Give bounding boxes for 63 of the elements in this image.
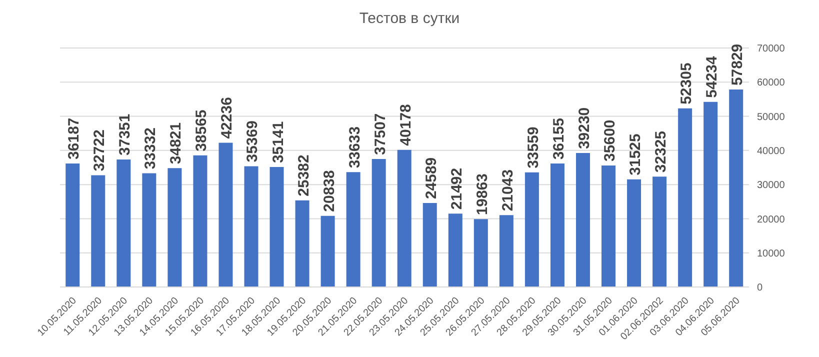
data-label: 52305 <box>678 62 696 104</box>
y-tick-label: 40000 <box>757 146 786 157</box>
data-label: 24589 <box>422 157 440 200</box>
bar <box>91 175 106 287</box>
bar <box>602 165 616 287</box>
bar <box>218 142 233 287</box>
data-label: 36187 <box>66 118 83 160</box>
y-tick-label: 0 <box>757 282 763 294</box>
data-label: 35600 <box>602 120 619 162</box>
bar <box>270 167 284 287</box>
bar <box>346 172 360 287</box>
y-tick-label: 20000 <box>757 214 786 226</box>
data-label: 34821 <box>168 122 185 164</box>
bar <box>372 158 386 287</box>
y-tick-label: 50000 <box>757 112 786 123</box>
data-label: 57829 <box>729 44 746 86</box>
bar <box>295 200 310 287</box>
bar <box>627 179 642 287</box>
bar <box>397 150 412 287</box>
y-tick-label: 30000 <box>757 180 786 192</box>
bar <box>576 153 590 287</box>
data-label: 21492 <box>448 168 466 210</box>
chart-title: Тестов в сутки <box>358 10 461 27</box>
data-label: 19863 <box>474 173 491 216</box>
data-label: 42236 <box>218 97 236 139</box>
bar <box>422 203 437 287</box>
data-label: 25382 <box>295 154 312 196</box>
y-tick-label: 70000 <box>757 44 786 55</box>
data-label: 32722 <box>91 130 108 172</box>
data-label: 35141 <box>270 121 287 164</box>
data-label: 37351 <box>116 114 134 156</box>
bar <box>193 155 208 287</box>
data-label: 39230 <box>576 107 593 150</box>
bar <box>66 163 80 287</box>
y-tick-label: 60000 <box>757 78 786 89</box>
bar <box>678 108 692 287</box>
data-label: 35369 <box>244 120 262 162</box>
data-label: 40178 <box>397 104 414 146</box>
y-tick-label: 10000 <box>757 248 786 260</box>
data-label: 32325 <box>652 130 670 173</box>
data-label: 33633 <box>346 126 364 168</box>
bar <box>729 90 744 287</box>
data-label: 33559 <box>524 126 542 168</box>
data-label: 21043 <box>499 169 516 212</box>
data-label: 37507 <box>372 113 389 155</box>
data-label: 33332 <box>142 127 160 170</box>
bar <box>142 173 156 287</box>
bar <box>524 172 539 287</box>
data-label: 20838 <box>320 170 338 212</box>
bar <box>474 219 488 287</box>
bar <box>499 215 514 287</box>
bar <box>652 176 667 287</box>
bar <box>244 166 258 287</box>
data-label: 38565 <box>193 110 210 152</box>
data-label: 31525 <box>627 134 644 176</box>
data-label: 36155 <box>550 118 568 160</box>
bar <box>116 159 131 287</box>
bar <box>320 216 335 287</box>
bar <box>168 168 182 287</box>
data-label: 54234 <box>704 55 721 98</box>
bar <box>550 164 564 287</box>
bar <box>448 214 462 287</box>
bar <box>704 102 718 287</box>
